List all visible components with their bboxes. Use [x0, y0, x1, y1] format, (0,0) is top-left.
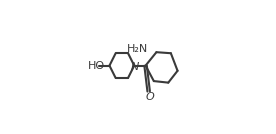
Text: N: N: [130, 62, 139, 72]
Text: H₂N: H₂N: [127, 44, 148, 54]
Text: HO: HO: [88, 61, 105, 71]
Text: O: O: [145, 92, 154, 102]
